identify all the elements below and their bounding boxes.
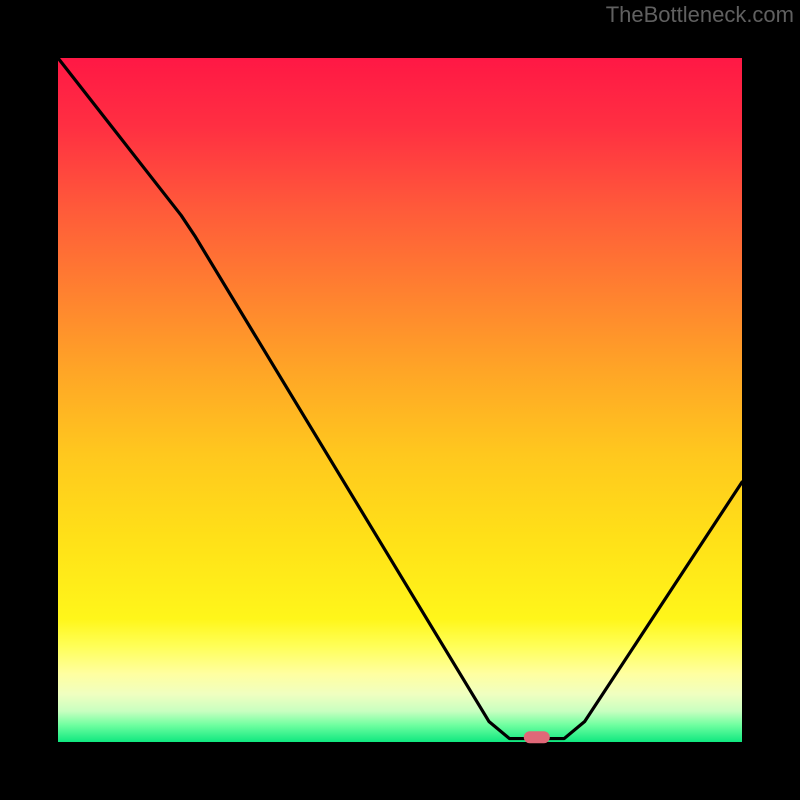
optimal-point-marker bbox=[524, 731, 550, 743]
chart-container: TheBottleneck.com bbox=[0, 0, 800, 800]
bottleneck-curve-chart bbox=[0, 0, 800, 800]
watermark-text: TheBottleneck.com bbox=[606, 2, 794, 28]
